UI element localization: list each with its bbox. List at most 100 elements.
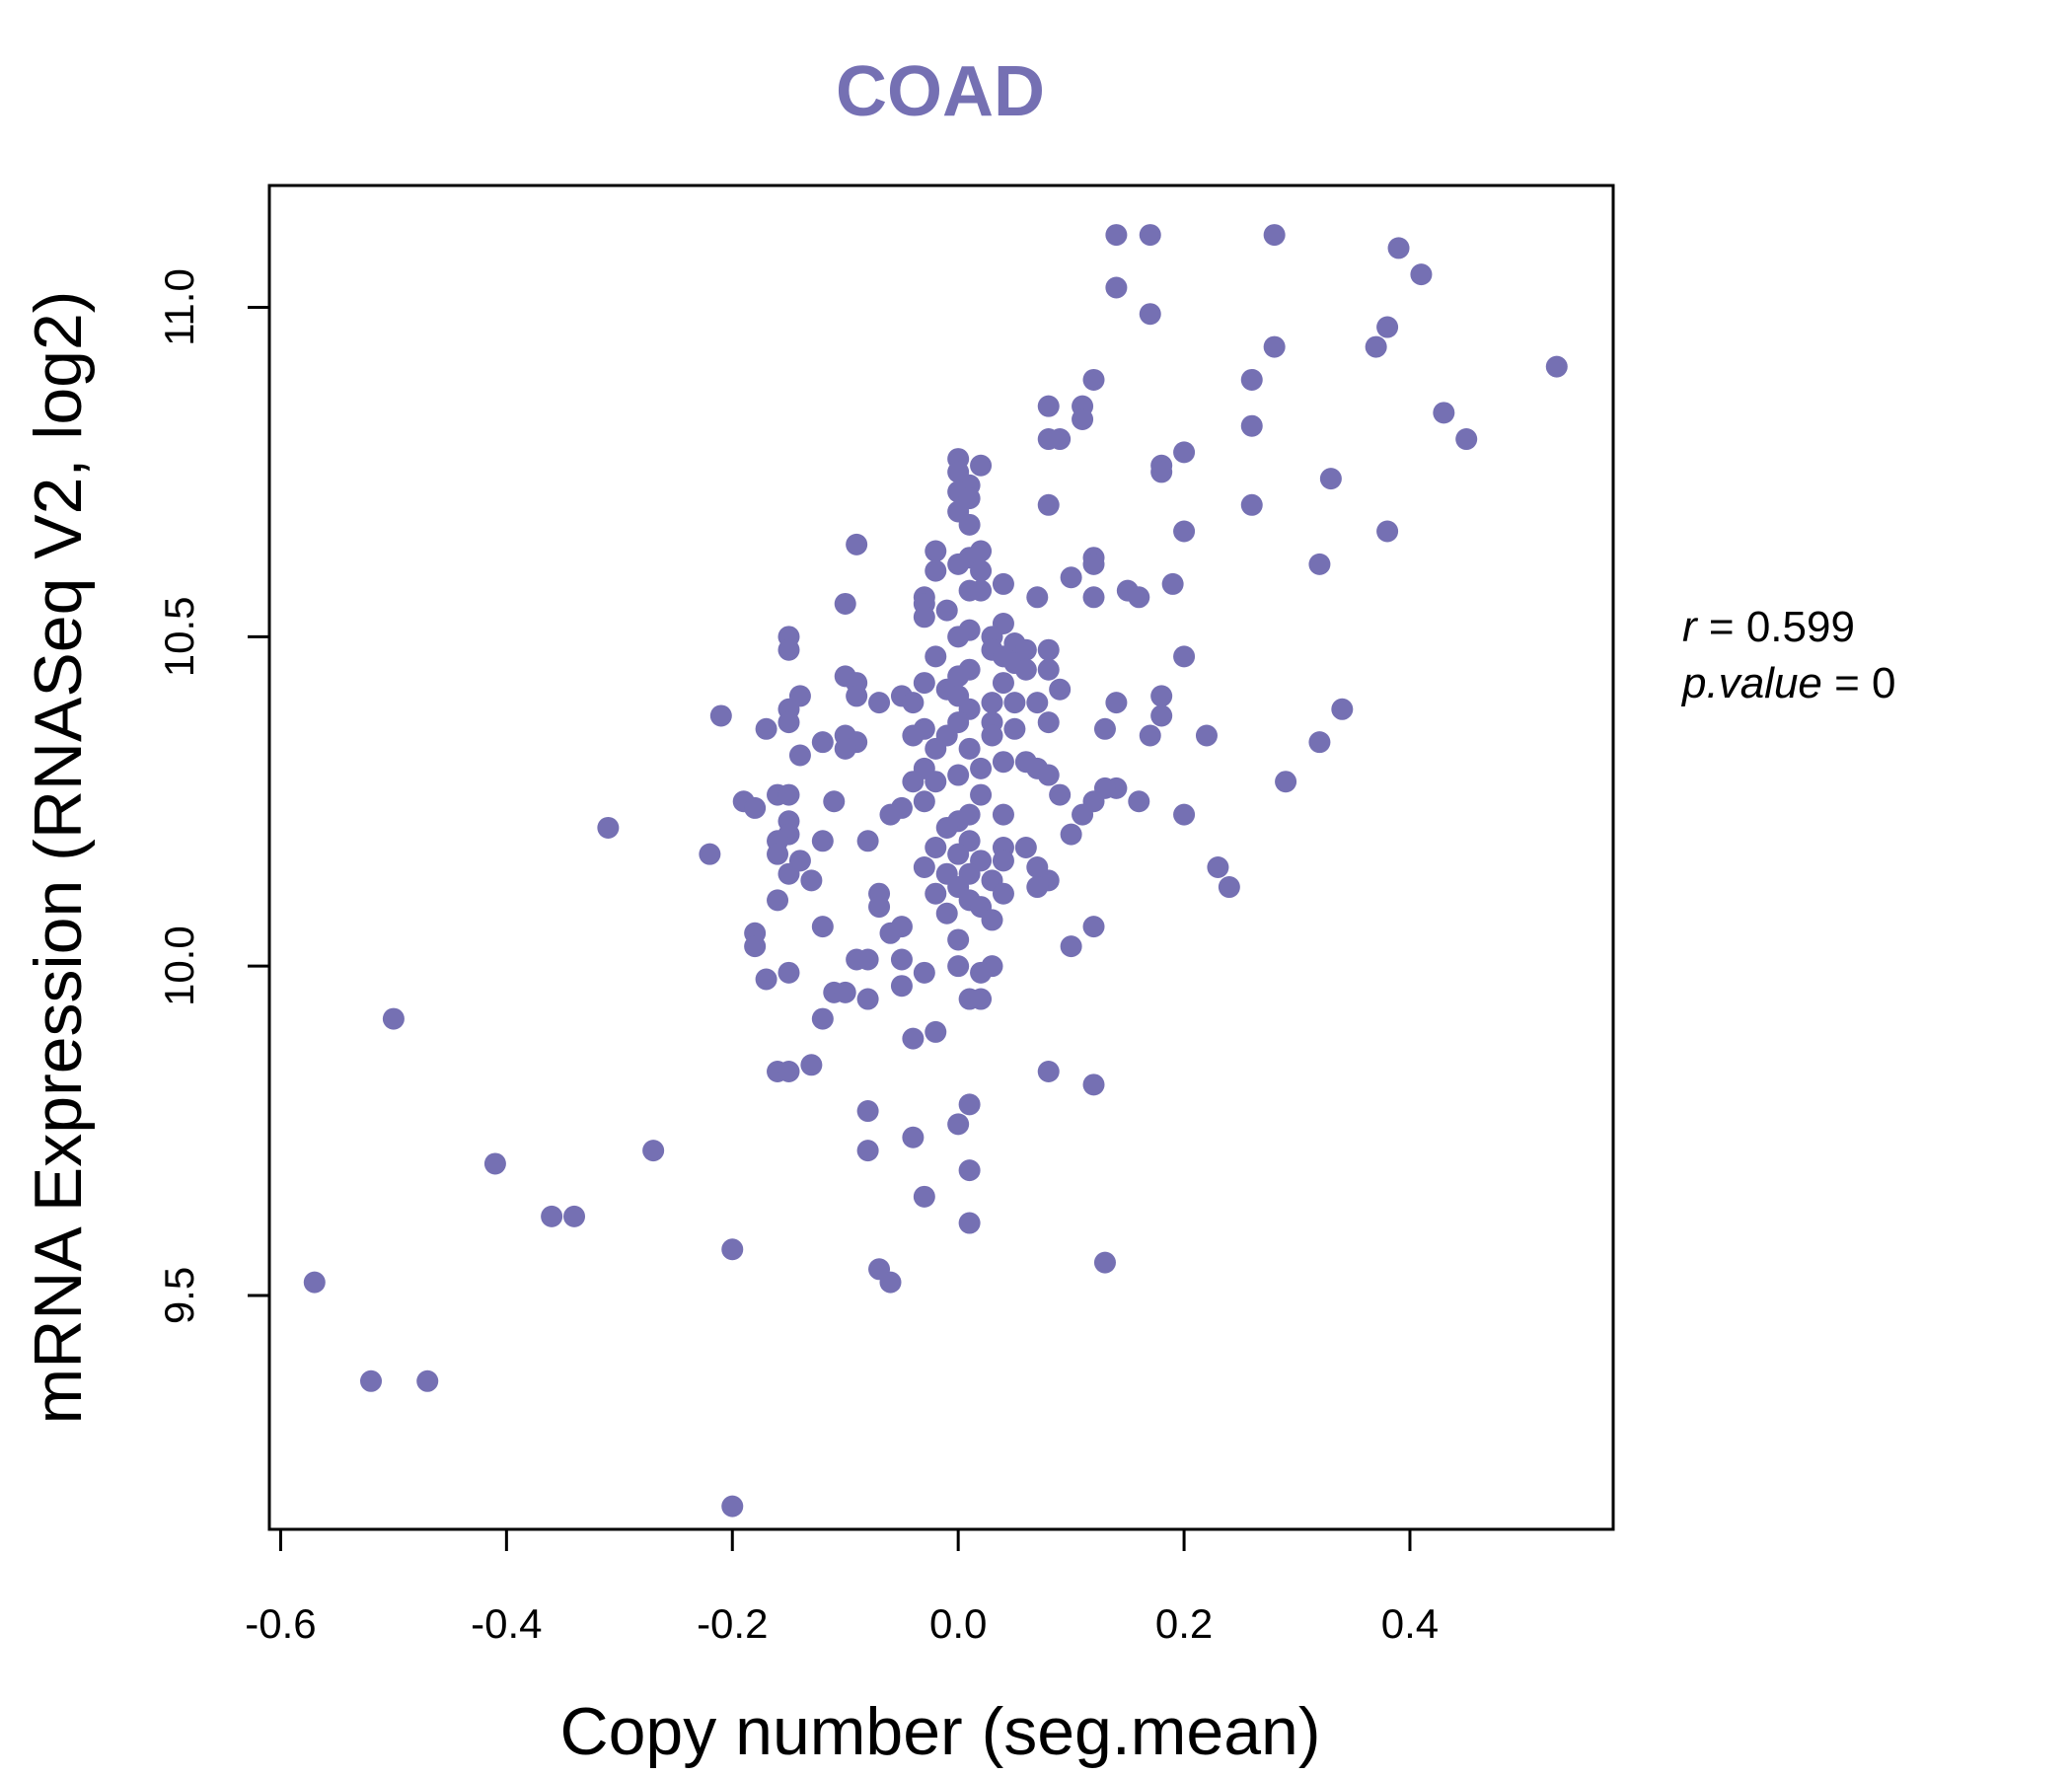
data-point: [1049, 783, 1072, 806]
data-points: [303, 224, 1568, 1517]
data-point: [846, 533, 868, 555]
data-point: [721, 1238, 744, 1261]
data-point: [1082, 916, 1105, 938]
r-value: 0.599: [1746, 603, 1855, 651]
data-point: [755, 968, 777, 991]
data-point: [1161, 572, 1184, 595]
data-point: [755, 717, 777, 740]
data-point: [890, 975, 913, 998]
data-point: [913, 1185, 935, 1208]
data-point: [1037, 638, 1060, 661]
data-point: [1263, 335, 1286, 358]
data-point: [925, 1020, 947, 1043]
data-point: [788, 744, 811, 767]
y-axis: 9.5 10.0 10.5 11.0: [156, 268, 271, 1324]
data-point: [958, 737, 981, 760]
data-point: [1049, 678, 1072, 701]
data-point: [856, 1140, 879, 1162]
data-point: [992, 850, 1014, 872]
data-point: [416, 1369, 439, 1392]
data-point: [1240, 414, 1263, 437]
data-point: [947, 553, 970, 575]
data-point: [925, 836, 947, 858]
data-point: [800, 869, 823, 892]
data-point: [935, 599, 958, 622]
x-axis: -0.6 -0.4 -0.2 0.0 0.2 0.4: [245, 1527, 1439, 1647]
data-point: [1014, 658, 1037, 681]
data-point: [1173, 441, 1196, 464]
data-point: [1139, 724, 1161, 747]
data-point: [947, 1113, 970, 1136]
data-point: [1037, 764, 1060, 786]
data-point: [970, 559, 993, 582]
r-annotation: r = 0.599: [1682, 603, 1855, 651]
x-tick-label: 0.0: [929, 1600, 987, 1647]
data-point: [1376, 520, 1399, 543]
data-point: [1037, 493, 1060, 516]
data-point: [777, 961, 800, 984]
data-point: [1387, 237, 1410, 259]
data-point: [800, 1054, 823, 1076]
data-point: [913, 790, 935, 813]
data-point: [744, 935, 767, 958]
data-point: [879, 1271, 902, 1294]
data-point: [947, 843, 970, 865]
data-point: [958, 1093, 981, 1116]
data-point: [1026, 876, 1049, 899]
data-point: [902, 1027, 925, 1050]
y-axis-label: mRNA Expression (RNASeq V2, log2): [21, 291, 96, 1425]
data-point: [1037, 395, 1060, 417]
data-point: [1150, 685, 1173, 707]
x-axis-label: Copy number (seg.mean): [559, 1694, 1320, 1769]
data-point: [1455, 428, 1478, 451]
y-tick-label: 9.5: [156, 1267, 202, 1324]
data-point: [834, 737, 856, 760]
x-tick-label: 0.2: [1155, 1600, 1213, 1647]
data-point: [970, 757, 993, 779]
data-point: [992, 572, 1014, 595]
data-point: [642, 1140, 665, 1162]
data-point: [1275, 771, 1297, 793]
stats-annotation: r = 0.599 p.value = 0: [1680, 603, 1896, 707]
data-point: [563, 1205, 586, 1227]
data-point: [879, 803, 902, 826]
data-point: [992, 751, 1014, 774]
p-symbol: p.value: [1680, 659, 1822, 707]
data-point: [925, 771, 947, 793]
data-point: [868, 896, 891, 919]
data-point: [947, 928, 970, 951]
data-point: [1014, 836, 1037, 858]
data-point: [970, 454, 993, 477]
data-point: [777, 638, 800, 661]
data-point: [721, 1495, 744, 1517]
y-tick-label: 10.5: [156, 596, 202, 677]
data-point: [1060, 935, 1082, 958]
data-point: [970, 783, 993, 806]
data-point: [992, 803, 1014, 826]
data-point: [925, 540, 947, 562]
data-point: [1128, 790, 1150, 813]
data-point: [902, 724, 925, 747]
data-point: [1173, 803, 1196, 826]
r-symbol: r: [1682, 603, 1699, 651]
data-point: [981, 724, 1003, 747]
data-point: [1410, 263, 1433, 286]
data-point: [1026, 586, 1049, 609]
data-point: [925, 645, 947, 668]
data-point: [970, 961, 993, 984]
data-point: [777, 1060, 800, 1082]
data-point: [1026, 692, 1049, 714]
data-point: [970, 988, 993, 1010]
data-point: [777, 783, 800, 806]
data-point: [856, 830, 879, 852]
data-point: [1376, 316, 1399, 338]
data-point: [913, 606, 935, 629]
data-point: [1082, 368, 1105, 391]
data-point: [1150, 704, 1173, 727]
data-point: [1060, 823, 1082, 846]
data-point: [483, 1152, 506, 1175]
data-point: [1308, 553, 1331, 575]
data-point: [360, 1369, 383, 1392]
data-point: [1240, 368, 1263, 391]
